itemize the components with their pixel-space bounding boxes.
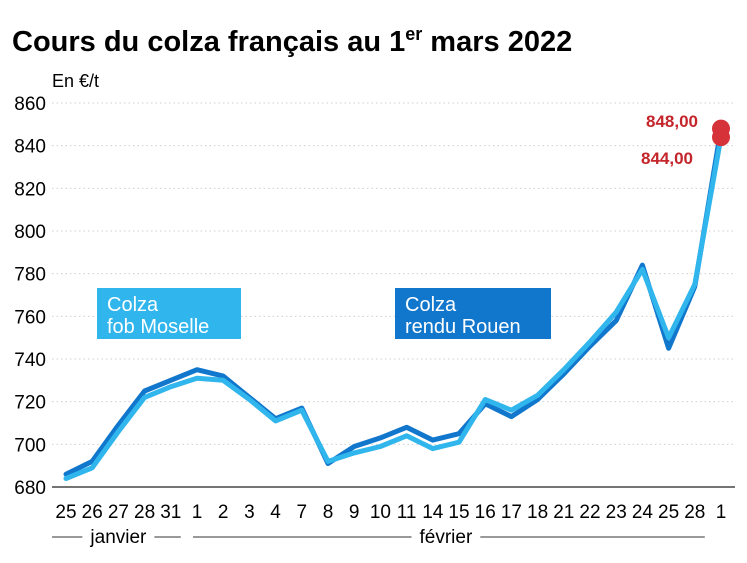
legend-moselle: Colza fob Moselle: [97, 288, 241, 339]
y-tick-label: 860: [14, 94, 46, 115]
y-tick-label: 740: [14, 350, 46, 371]
x-tick-label: 17: [501, 502, 522, 523]
month-label: février: [420, 527, 473, 548]
value-label-rouen: 848,00: [646, 112, 698, 131]
x-tick-label: 25: [658, 502, 679, 523]
x-tick-label: 1: [716, 502, 727, 523]
series-line-moselle: [63, 134, 724, 481]
x-tick-label: 16: [475, 502, 496, 523]
legend-rouen-box: [395, 288, 551, 339]
x-tick-label: 8: [323, 502, 334, 523]
y-tick-label: 820: [14, 179, 46, 200]
y-tick-label: 840: [14, 137, 46, 158]
x-tick-label: 25: [55, 502, 76, 523]
legend-moselle-box: [97, 288, 241, 339]
y-tick-label: 780: [14, 265, 46, 286]
legend-moselle-line2: fob Moselle: [107, 316, 209, 338]
chart-title: Cours du colza français au 1er mars 2022: [12, 24, 572, 58]
legend-rouen-line1: Colza: [405, 294, 457, 316]
x-tick-label: 28: [684, 502, 705, 523]
end-markers: [712, 119, 730, 147]
y-tick-label: 800: [14, 222, 46, 243]
series-line-rouen: [63, 126, 724, 477]
y-axis-ticks: 680 700 720 740 760 780 800 820 840 860: [14, 94, 46, 499]
x-tick-label: 9: [349, 502, 360, 523]
x-tick-label: 2: [218, 502, 229, 523]
legend-moselle-line1: Colza: [107, 294, 159, 316]
y-tick-label: 760: [14, 307, 46, 328]
legend-rouen-line2: rendu Rouen: [405, 316, 521, 338]
x-tick-label: 11: [397, 502, 417, 523]
y-tick-label: 700: [14, 435, 46, 456]
y-tick-label: 720: [14, 393, 46, 414]
month-label: janvier: [89, 527, 147, 548]
x-tick-label: 28: [134, 502, 155, 523]
x-tick-label: 3: [244, 502, 255, 523]
x-tick-label: 27: [108, 502, 129, 523]
y-tick-label: 680: [14, 478, 46, 499]
x-tick-label: 15: [448, 502, 469, 523]
month-labels: janvier février: [52, 527, 705, 548]
value-label-moselle: 844,00: [641, 149, 693, 168]
x-tick-label: 22: [579, 502, 600, 523]
x-tick-label: 1: [192, 502, 203, 523]
x-tick-label: 4: [270, 502, 281, 523]
x-tick-label: 21: [553, 502, 574, 523]
x-tick-label: 7: [297, 502, 308, 523]
x-tick-label: 10: [370, 502, 391, 523]
x-axis-ticks: 25 26 27 28 31 1 2 3 4 7 8 9 10 11 14 15 16 17 18 21 22 23 24 2…: [55, 502, 726, 523]
x-tick-label: 26: [82, 502, 103, 523]
y-axis-unit-label: En €/t: [52, 71, 99, 91]
end-marker-moselle: [712, 128, 730, 147]
x-tick-label: 14: [422, 502, 444, 523]
x-tick-label: 23: [606, 502, 627, 523]
series-lines: [63, 126, 724, 481]
x-tick-label: 24: [632, 502, 654, 523]
legend-rouen: Colza rendu Rouen: [395, 288, 551, 339]
x-tick-label: 18: [527, 502, 548, 523]
x-tick-label: 31: [160, 502, 181, 523]
